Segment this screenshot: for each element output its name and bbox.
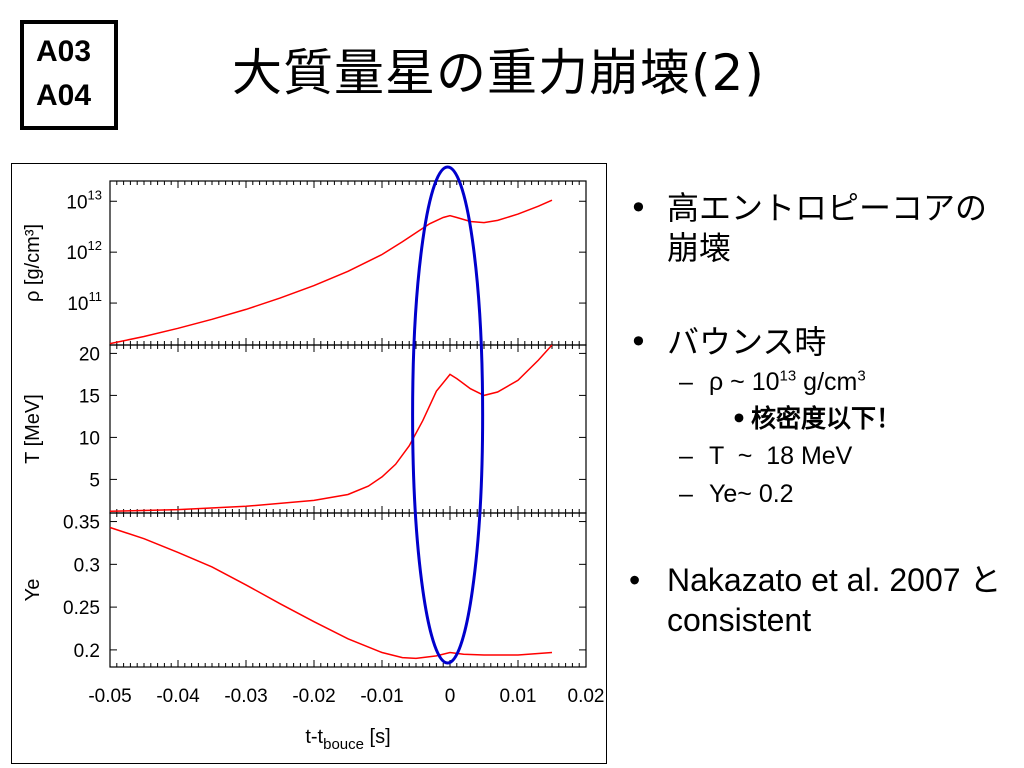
y-tick-label: 0.35: [63, 513, 100, 534]
bullet-list: • 高エントロピーコアの崩壊 • バウンス時 – ρ ~ 1013 g/cm3 …: [627, 188, 1017, 640]
panel-frame-T: [109, 344, 587, 514]
y-tick-base: 10: [66, 192, 87, 213]
dash-mark: –: [679, 480, 693, 508]
x-axis-label-unit: [s]: [364, 726, 391, 748]
x-tick-label: -0.04: [156, 686, 200, 707]
bullet-bounce: • バウンス時: [627, 322, 1017, 362]
sub-bullet-density: – ρ ~ 1013 g/cm3: [627, 366, 1017, 398]
dash-mark: –: [679, 442, 693, 470]
y-tick-label: 0.25: [63, 598, 100, 619]
ye-text: Ye~ 0.2: [709, 480, 794, 508]
x-tick-label: -0.03: [224, 686, 267, 707]
y-tick-label: 1011: [67, 289, 102, 315]
bullet-bounce-text: バウンス時: [667, 323, 827, 361]
badge-line-2: A04: [36, 79, 92, 112]
y-tick-exponent: 13: [88, 187, 102, 202]
series-line-Ye: [109, 526, 553, 660]
bullet-dot: •: [731, 404, 747, 433]
y-tick-base: 10: [67, 294, 88, 315]
slide-title: 大質量星の重力崩壊(2): [232, 44, 765, 102]
x-tick-label: -0.05: [88, 686, 131, 707]
bounce-highlight-ellipse: [411, 165, 485, 665]
density-exponent: 13: [779, 367, 797, 385]
density-unit: g/cm: [796, 368, 858, 396]
x-axis-label: t-tbouce [s]: [305, 726, 390, 753]
bullet-dot: •: [629, 323, 648, 361]
bullet-high-entropy-text: 高エントロピーコアの崩壊: [667, 189, 988, 267]
y-tick-exponent: 11: [89, 289, 103, 304]
chart-frame: 1013 1012 1011 ρ [g/cm³] 20 15 10 5 T [MeV] 0.35 0…: [11, 163, 607, 764]
panel-frame-Ye: [109, 512, 587, 668]
y-axis-label-T: T [MeV]: [22, 394, 44, 464]
x-tick-label: -0.01: [360, 686, 403, 707]
bullet-nakazato-text: Nakazato et al. 2007 と consistent: [667, 562, 1002, 638]
x-axis-label-main: t-t: [305, 726, 323, 748]
x-tick-label: 0: [445, 686, 456, 707]
sub-bullet-temperature: – T ~ 18 MeV: [627, 440, 1017, 472]
bullet-dot: •: [629, 189, 648, 227]
x-tick-label: -0.02: [292, 686, 335, 707]
y-axis-label-Ye: Ye: [22, 579, 44, 602]
project-badge: A03 A04: [20, 20, 118, 130]
y-tick-label: 15: [79, 386, 100, 407]
y-tick-label: 1013: [66, 187, 102, 213]
y-tick-label: 10: [79, 428, 100, 449]
dash-mark: –: [679, 368, 693, 396]
y-tick-label: 0.2: [74, 641, 100, 662]
series-line-rho: [109, 199, 553, 345]
x-tick-label: 0.02: [568, 686, 605, 707]
nuclear-density-note: 核密度以下！: [751, 404, 902, 433]
y-tick-exponent: 12: [88, 238, 102, 253]
x-tick-label: 0.01: [500, 686, 537, 707]
density-prefix: ρ ~ 10: [709, 368, 780, 396]
bullet-nakazato: • Nakazato et al. 2007 と consistent: [627, 560, 1017, 640]
bullet-dot: •: [629, 562, 641, 598]
series-line-T: [109, 344, 553, 513]
x-axis-label-subscript: bouce: [323, 736, 364, 753]
y-tick-label: 5: [89, 470, 100, 491]
y-tick-label: 20: [79, 344, 100, 365]
bullet-high-entropy: • 高エントロピーコアの崩壊: [627, 188, 1017, 268]
density-unit-exponent: 3: [857, 367, 866, 385]
temperature-text: T ~ 18 MeV: [709, 442, 853, 470]
sub-sub-bullet-nuclear-density: • 核密度以下！: [627, 402, 1017, 436]
y-tick-base: 10: [66, 243, 87, 264]
y-tick-label: 1012: [66, 238, 102, 264]
y-axis-label-rho: ρ [g/cm³]: [22, 224, 44, 302]
y-tick-label: 0.3: [74, 555, 100, 576]
sub-bullet-ye: – Ye~ 0.2: [627, 478, 1017, 510]
badge-line-1: A03: [36, 35, 92, 68]
panel-frame-rho: [109, 180, 587, 346]
